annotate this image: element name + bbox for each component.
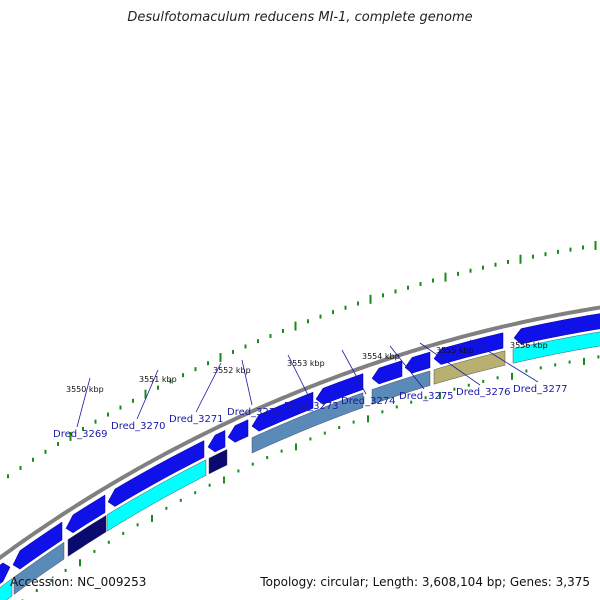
reverse-cds [433,350,506,385]
gene-label: Dred_3273 [284,401,339,412]
map-title: Desulfotomaculum reducens MI-1, complete… [127,10,473,25]
reverse-cds [13,541,65,595]
forward-cds [207,430,226,453]
reverse-cds [67,515,107,557]
forward-cds [107,440,205,507]
reverse-cds [106,459,207,532]
reverse-cds [512,331,600,364]
forward-cds [0,562,11,585]
forward-cds [227,419,249,443]
forward-cds [12,521,63,570]
gene-label: Dred_3270 [111,421,166,432]
gene-leader-line [241,359,253,406]
reverse-cds [208,449,228,475]
kbp-label: 3550 kbp [66,385,104,394]
reverse-cds [251,392,364,454]
kbp-label: 3552 kbp [213,366,251,375]
gene-leader-line [136,369,159,420]
reverse-cds [371,370,431,405]
kbp-label: 3553 kbp [287,359,325,368]
forward-cds [251,391,314,432]
gene-leader-line [287,354,311,400]
reverse-cds-track [0,331,600,600]
kbp-labels: 3550 kbp 3551 kbp 3552 kbp 3553 kbp 3554 kbp… [66,341,548,394]
kbp-label: 3554 kbp [362,352,400,361]
kbp-label: 3555 kbp [436,346,474,355]
gene-label: Dred_3277 [513,384,568,395]
genome-backbone [0,305,600,561]
accession-text: Accession: NC_009253 [10,575,147,589]
gene-leader-line [389,345,425,390]
gene-leader-line [469,339,539,383]
gene-labels: Dred_3269Dred_3270Dred_3271Dred_3272Dred… [53,339,568,440]
gene-label: Dred_3269 [53,429,108,440]
reverse-cds [0,578,13,600]
gene-leader-line [419,342,481,386]
gene-label: Dred_3275 [399,391,454,402]
gc-skew-track [7,240,597,479]
forward-cds [65,494,106,534]
gene-leader-line [195,362,222,413]
forward-cds-track [0,313,600,585]
forward-cds [513,313,600,345]
forward-cds [371,360,403,385]
backbone-arc [0,305,600,561]
topology-text: Topology: circular; Length: 3,608,104 bp… [260,575,590,589]
scale-ticks [21,355,600,600]
forward-cds [433,332,504,365]
gene-label: Dred_3276 [456,387,511,398]
forward-cds [315,373,364,405]
gene-leader-line [76,377,91,428]
gene-label: Dred_3271 [169,414,224,425]
gene-label: Dred_3272 [227,407,282,418]
kbp-label: 3556 kbp [510,341,548,350]
gene-leader-line [341,349,367,395]
gene-label: Dred_3274 [341,396,396,407]
kbp-label: 3551 kbp [139,375,177,384]
